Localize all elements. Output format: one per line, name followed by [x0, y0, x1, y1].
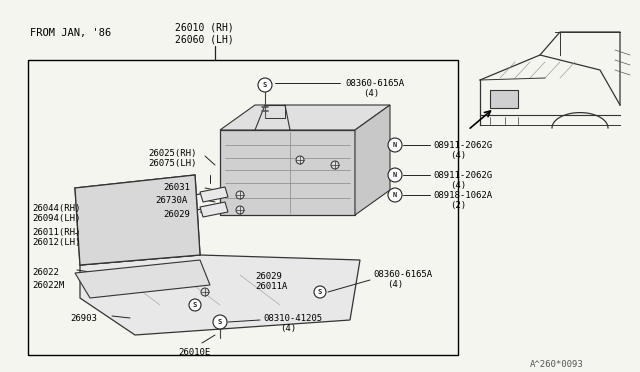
Circle shape: [236, 206, 244, 214]
Circle shape: [213, 315, 227, 329]
Text: 26044(RH): 26044(RH): [32, 204, 81, 213]
Text: S: S: [263, 82, 267, 88]
Text: N: N: [393, 192, 397, 198]
Polygon shape: [200, 202, 228, 217]
Text: 26025(RH): 26025(RH): [148, 149, 196, 158]
Text: 26012(LH): 26012(LH): [32, 238, 81, 247]
Text: (4): (4): [280, 324, 296, 333]
Text: 08310-41205: 08310-41205: [263, 314, 322, 323]
Bar: [28, 60, 458, 355]
Text: A^260*0093: A^260*0093: [530, 360, 584, 369]
Text: S: S: [318, 289, 322, 295]
Text: 26903: 26903: [70, 314, 97, 323]
Text: 26094(LH): 26094(LH): [32, 214, 81, 223]
Polygon shape: [220, 130, 355, 215]
Text: 26029: 26029: [255, 272, 282, 281]
Text: 26075(LH): 26075(LH): [148, 159, 196, 168]
Circle shape: [388, 188, 402, 202]
Text: 26011(RH): 26011(RH): [32, 228, 81, 237]
Circle shape: [201, 288, 209, 296]
Text: N: N: [393, 142, 397, 148]
Text: 08911-2062G: 08911-2062G: [433, 171, 492, 180]
Polygon shape: [75, 175, 200, 265]
Text: (4): (4): [387, 280, 403, 289]
Text: 26011A: 26011A: [255, 282, 287, 291]
Text: 08360-6165A: 08360-6165A: [373, 270, 432, 279]
Text: (4): (4): [450, 151, 466, 160]
Polygon shape: [200, 187, 228, 202]
Text: 26029: 26029: [163, 210, 190, 219]
Text: 26060 (LH): 26060 (LH): [175, 34, 234, 44]
Text: (4): (4): [450, 181, 466, 190]
Polygon shape: [80, 255, 360, 335]
Text: (4): (4): [363, 89, 379, 98]
Bar: [490, 90, 518, 108]
Text: (2): (2): [450, 201, 466, 210]
Text: 26031: 26031: [163, 183, 190, 192]
Circle shape: [388, 138, 402, 152]
Text: 08918-1062A: 08918-1062A: [433, 191, 492, 200]
Text: N: N: [393, 172, 397, 178]
Text: 26010 (RH): 26010 (RH): [175, 22, 234, 32]
Text: 26022: 26022: [32, 268, 59, 277]
Circle shape: [314, 286, 326, 298]
Circle shape: [189, 299, 201, 311]
Circle shape: [296, 156, 304, 164]
Polygon shape: [75, 260, 210, 298]
Circle shape: [388, 168, 402, 182]
Text: 26730A: 26730A: [155, 196, 188, 205]
Text: S: S: [218, 319, 222, 325]
Text: 08360-6165A: 08360-6165A: [345, 79, 404, 88]
Polygon shape: [220, 105, 390, 130]
Text: 26010E: 26010E: [178, 348, 211, 357]
Circle shape: [331, 161, 339, 169]
Circle shape: [258, 78, 272, 92]
Polygon shape: [355, 105, 390, 215]
Circle shape: [236, 191, 244, 199]
Text: S: S: [193, 302, 197, 308]
Text: 08911-2062G: 08911-2062G: [433, 141, 492, 150]
Text: FROM JAN, '86: FROM JAN, '86: [30, 28, 111, 38]
Text: 26022M: 26022M: [32, 281, 64, 290]
